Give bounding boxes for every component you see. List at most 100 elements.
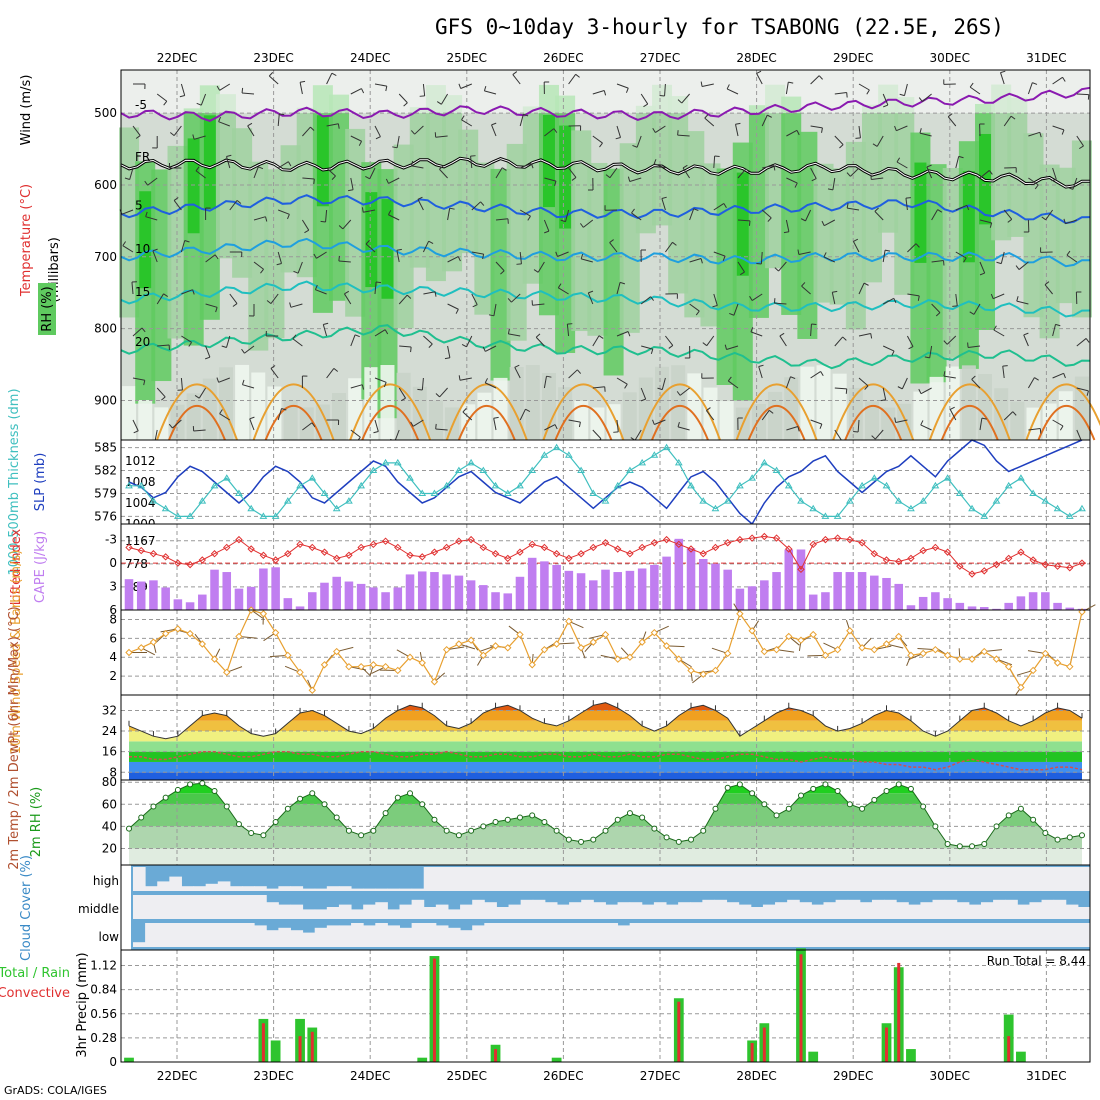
wind-speed-marker [675, 655, 683, 663]
upper-wind-barb-flag [141, 327, 146, 333]
upper-wind-barb [156, 93, 168, 102]
bottom-date-label: 28DEC [736, 1069, 776, 1083]
upper-wind-barb [823, 219, 836, 227]
upper-wind-barb-flag [411, 160, 414, 167]
humidity-marker [834, 788, 841, 795]
cloud-clear-cell [193, 895, 207, 919]
cloud-clear-cell [884, 867, 897, 891]
upper-wind-barb-flag [979, 272, 985, 276]
upper-wind-barb-flag [695, 310, 700, 316]
cloud-clear-cell [411, 923, 425, 947]
cloud-clear-cell [666, 923, 679, 947]
upper-wind-barb-flag [287, 161, 292, 167]
upper-wind-barb [485, 345, 497, 352]
upper-wind-barb [1023, 334, 1029, 347]
upper-wind-barb-flag [650, 348, 654, 355]
upper-wind-barb-flag [871, 435, 876, 440]
upper-wind-barb [342, 219, 352, 230]
rh-dry-cell [655, 366, 670, 440]
upper-wind-barb [363, 209, 376, 213]
upper-wind-barb [173, 200, 182, 211]
upper-wind-barb-flag [969, 311, 975, 315]
lifted-index-marker [369, 540, 378, 549]
cloud-clear-cell [678, 902, 691, 919]
upper-wind-barb-flag [483, 85, 487, 92]
upper-wind-barb [247, 125, 255, 137]
cape-bar [747, 586, 757, 610]
cloud-clear-cell [956, 902, 970, 919]
upper-wind-barb [491, 124, 497, 137]
thickness-marker [393, 458, 402, 466]
upper-wind-barb-flag [880, 399, 886, 402]
cape-bar [527, 557, 537, 610]
cloud-clear-cell [847, 923, 861, 947]
upper-wind-barb [566, 324, 570, 337]
humidity-marker [443, 827, 450, 834]
cloud-clear-cell [387, 909, 401, 919]
upper-wind-barb [785, 376, 791, 389]
upper-wind-barb-flag [500, 270, 505, 275]
upper-wind-barb-flag [546, 375, 552, 378]
lifted-index-marker [601, 539, 610, 547]
cloud-clear-cell [169, 876, 182, 891]
upper-wind-barb [737, 261, 745, 273]
upper-wind-barb [834, 135, 844, 145]
temperature-tick-label: 32 [102, 703, 117, 717]
upper-wind-barb-flag [344, 290, 350, 295]
cloud-clear-cell [726, 923, 740, 947]
lifted-index-marker [1066, 564, 1074, 572]
upper-wind-barb [858, 377, 869, 387]
upper-wind-barb-flag [846, 172, 851, 177]
cloud-clear-cell [1041, 867, 1055, 891]
cloud-clear-cell [242, 923, 255, 947]
upper-wind-barb [926, 166, 933, 179]
rh-shade-cell [1055, 167, 1076, 304]
thickness-marker [601, 497, 610, 504]
upper-wind-barb [471, 251, 484, 255]
upper-wind-barb-flag [704, 114, 709, 119]
cloud-clear-cell [242, 895, 255, 919]
upper-wind-barb [834, 429, 842, 441]
precip-convective-bar [677, 1001, 681, 1062]
upper-wind-barb-flag [918, 388, 922, 394]
upper-wind-barb-flag [553, 128, 558, 133]
upper-wind-barb-flag [260, 268, 264, 274]
cloud-level-label: high [93, 874, 119, 888]
cape-bar [198, 594, 207, 610]
upper-wind-barb-flag [194, 394, 200, 399]
upper-wind-barb [242, 92, 255, 95]
cloud-clear-cell [593, 867, 606, 891]
thickness-marker [809, 504, 818, 512]
upper-wind-barb [882, 297, 895, 305]
cape-bar [674, 538, 684, 610]
cloud-clear-cell [556, 923, 570, 947]
wind-speed-marker [895, 632, 903, 641]
wind-speed-marker [736, 610, 744, 618]
rh-shade-cell [571, 130, 592, 332]
upper-wind-barb [205, 345, 211, 358]
humidity-marker [248, 829, 255, 836]
upper-wind-barb [447, 256, 459, 263]
wind-speed-marker [772, 645, 781, 654]
cloud-clear-cell [641, 923, 655, 947]
upper-wind-barb [1003, 209, 1013, 220]
upper-wind-barb [302, 126, 311, 137]
upper-wind-barb-flag [652, 128, 656, 133]
precip-convective-bar [762, 1027, 766, 1062]
upper-wind-barb-flag [1068, 187, 1074, 190]
upper-wind-barb [1003, 411, 1014, 421]
temperature-band [129, 761, 1082, 773]
humidity-marker [700, 827, 707, 834]
upper-wind-barb [519, 114, 524, 127]
lifted-index-marker [980, 567, 988, 575]
cloud-clear-cell [1065, 923, 1079, 947]
humidity-marker [651, 825, 658, 832]
upper-wind-barb [609, 167, 618, 179]
upper-wind-barb-flag [1012, 411, 1017, 416]
lifted-index-marker [1078, 559, 1086, 567]
contour-label: 20 [135, 335, 150, 349]
cloud-clear-cell [859, 867, 873, 891]
cloud-clear-cell [896, 867, 909, 891]
cloud-clear-cell [690, 902, 703, 919]
warm-contour-30 [747, 405, 806, 441]
